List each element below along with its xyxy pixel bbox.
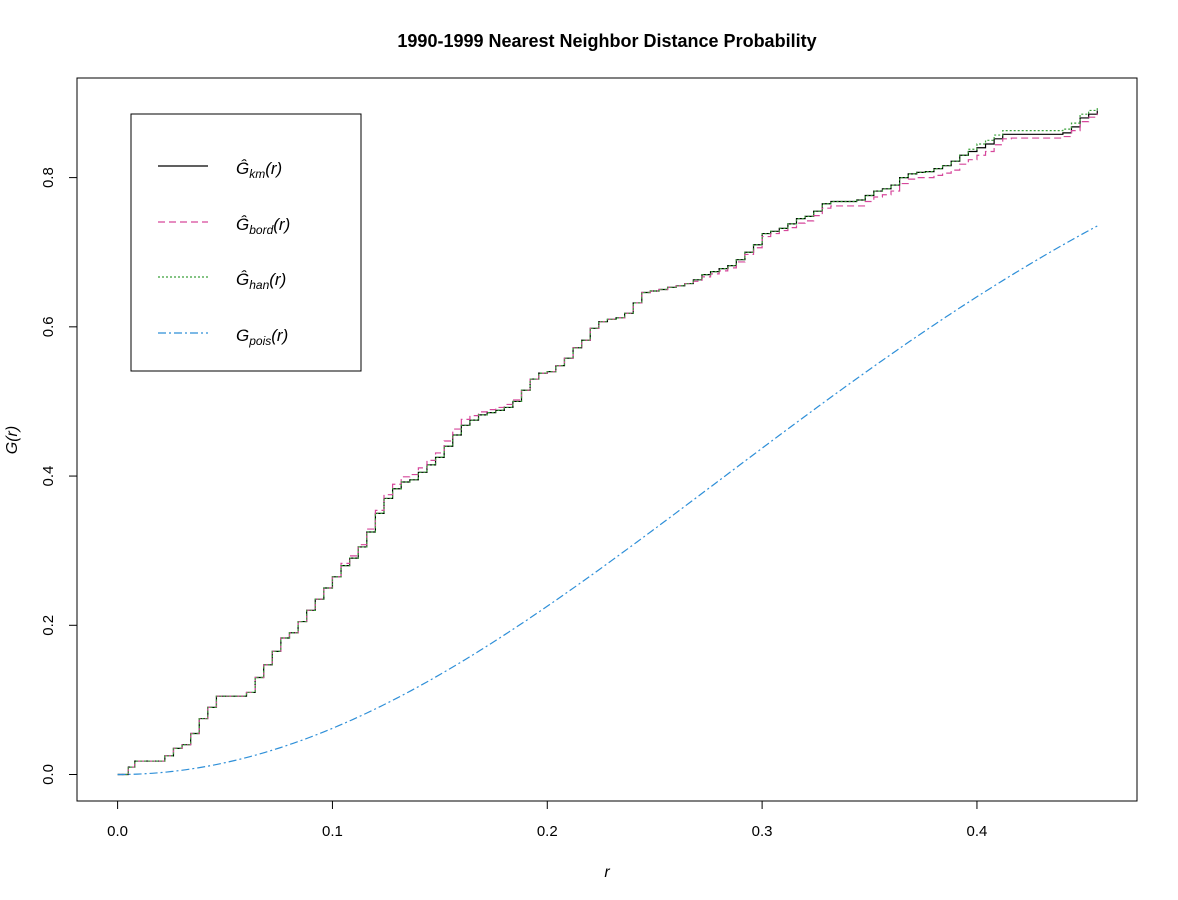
legend-label: Gpois(r) xyxy=(236,326,288,348)
legend: Ĝkm(r) Ĝbord(r) Ĝhan(r) Gpois(r) xyxy=(130,113,362,372)
y-tick-label: 0.8 xyxy=(40,167,57,188)
y-tick-label: 0.0 xyxy=(40,764,57,785)
y-tick-label: 0.4 xyxy=(40,466,57,487)
legend-label: Ĝhan(r) xyxy=(236,270,286,292)
legend-entries: Ĝkm(r) Ĝbord(r) Ĝhan(r) Gpois(r) xyxy=(158,159,290,348)
y-axis: 0.0 0.2 0.4 0.6 0.8 xyxy=(40,167,78,785)
series-line-pois xyxy=(117,225,1098,776)
legend-item-pois: Gpois(r) xyxy=(158,326,288,348)
x-tick-label: 0.1 xyxy=(322,823,343,840)
y-tick-label: 0.6 xyxy=(40,316,57,337)
x-axis: 0.0 0.1 0.2 0.3 0.4 xyxy=(107,800,988,840)
legend-label: Ĝbord(r) xyxy=(236,215,290,237)
x-tick-label: 0.3 xyxy=(752,823,773,840)
y-axis-label: G(r) xyxy=(4,426,21,454)
chart-title: 1990-1999 Nearest Neighbor Distance Prob… xyxy=(397,31,816,51)
legend-item-bord: Ĝbord(r) xyxy=(158,215,290,237)
x-tick-label: 0.2 xyxy=(537,823,558,840)
y-tick-label: 0.2 xyxy=(40,615,57,636)
x-tick-label: 0.4 xyxy=(967,823,988,840)
x-axis-label: r xyxy=(604,864,610,881)
x-tick-label: 0.0 xyxy=(107,823,128,840)
legend-label: Ĝkm(r) xyxy=(236,159,282,181)
legend-box xyxy=(130,113,362,372)
legend-item-han: Ĝhan(r) xyxy=(158,270,286,292)
series-line-han xyxy=(117,106,1098,776)
plot-lines xyxy=(117,106,1098,776)
legend-item-km: Ĝkm(r) xyxy=(158,159,282,181)
